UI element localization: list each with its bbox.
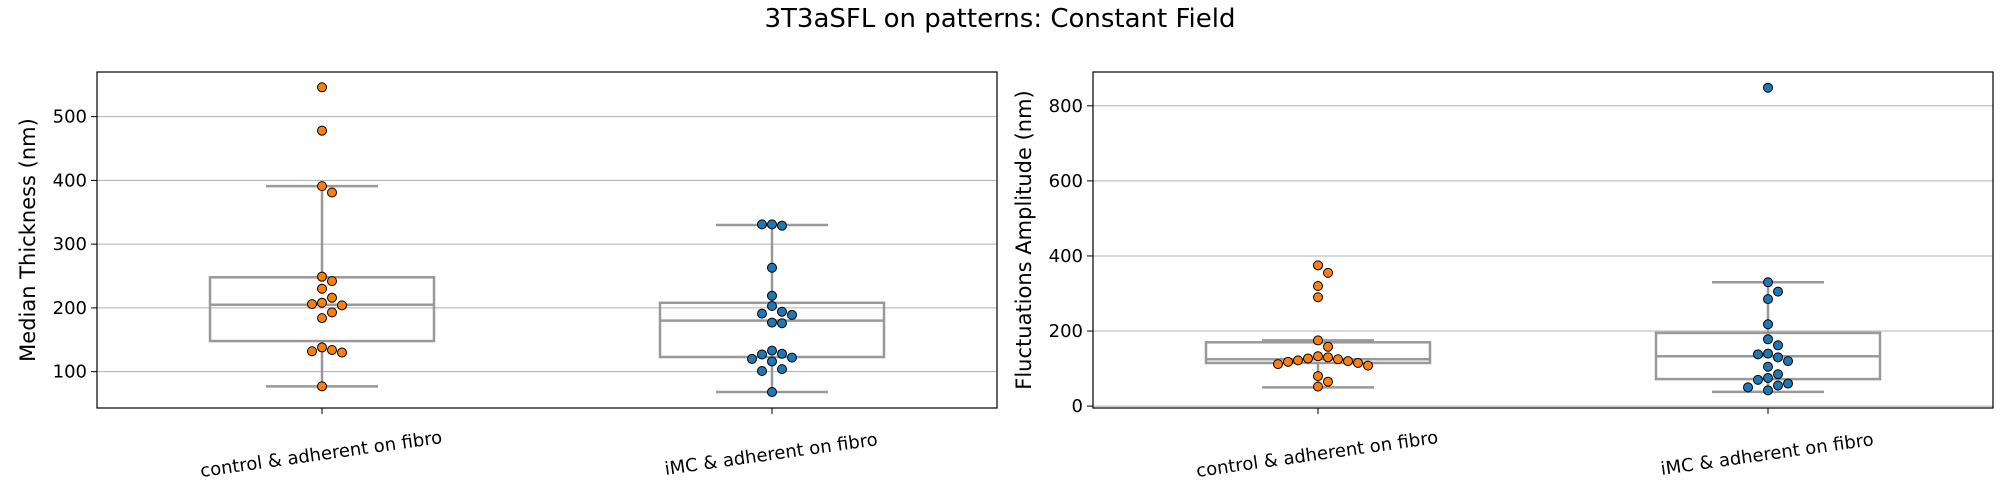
data-point	[1313, 381, 1323, 392]
data-point	[1773, 352, 1783, 363]
data-point	[1763, 385, 1773, 396]
data-point	[757, 308, 767, 319]
y-tick-label: 400	[1049, 246, 1083, 267]
data-point	[317, 381, 327, 392]
y-tick-label: 300	[53, 234, 87, 255]
data-point	[1773, 340, 1783, 351]
data-point	[1363, 360, 1373, 371]
data-point	[1773, 369, 1783, 380]
y-tick-label: 100	[53, 362, 87, 383]
data-point	[1763, 277, 1773, 288]
y-axis-label: Median Thickness (nm)	[16, 118, 40, 362]
data-point	[1353, 357, 1363, 368]
data-point	[1753, 349, 1763, 360]
data-point	[767, 300, 777, 311]
data-point	[1313, 280, 1323, 291]
data-point	[757, 349, 767, 360]
y-tick-label: 0	[1072, 396, 1083, 417]
data-point	[1763, 361, 1773, 372]
data-point	[1313, 335, 1323, 346]
data-point	[1763, 319, 1773, 330]
data-point	[757, 219, 767, 230]
data-point	[1773, 286, 1783, 297]
data-point	[337, 347, 347, 358]
x-tick-label: iMC & adherent on fibro	[1659, 429, 1875, 480]
data-point	[317, 283, 327, 294]
data-point	[317, 342, 327, 353]
data-point	[307, 299, 317, 310]
data-point	[777, 306, 787, 317]
data-point	[327, 276, 337, 287]
data-point	[767, 356, 777, 367]
data-point	[1763, 372, 1773, 383]
data-point	[1313, 260, 1323, 271]
x-tick-label: control & adherent on fibro	[1195, 427, 1440, 482]
data-point	[1763, 334, 1773, 345]
data-point	[1303, 353, 1313, 364]
data-point	[327, 307, 337, 318]
data-point	[767, 262, 777, 273]
data-point	[317, 125, 327, 136]
data-point	[1763, 82, 1773, 93]
data-point	[1323, 267, 1333, 278]
y-tick-label: 600	[1049, 171, 1083, 192]
data-point	[767, 219, 777, 230]
x-tick-label: control & adherent on fibro	[199, 427, 444, 482]
data-point	[1313, 292, 1323, 303]
data-point	[317, 181, 327, 192]
data-point	[1313, 371, 1323, 382]
data-point	[787, 352, 797, 363]
data-point	[1743, 382, 1753, 393]
data-point	[307, 346, 317, 357]
data-point	[317, 313, 327, 324]
y-axis-label: Fluctuations Amplitude (nm)	[1012, 90, 1036, 389]
data-point	[1783, 378, 1793, 389]
data-point	[767, 290, 777, 301]
data-point	[327, 292, 337, 303]
data-point	[1323, 352, 1333, 363]
data-point	[1283, 356, 1293, 367]
chart-panel-2: 0 200 400 600 800 Fluctuations Amplitude (nm)…	[1012, 71, 1994, 482]
data-point	[1773, 380, 1783, 391]
axes-frame	[1092, 71, 1994, 409]
data-point	[757, 366, 767, 377]
data-point	[787, 309, 797, 320]
data-point	[777, 318, 787, 329]
chart-panel-1: 100 200 300 400 500 Median Thickness (nm) cont…	[16, 71, 998, 482]
data-point	[1343, 356, 1353, 367]
data-point	[767, 387, 777, 398]
figure-title: 3T3aSFL on patterns: Constant Field	[764, 4, 1236, 34]
data-point	[1323, 341, 1333, 352]
data-point	[337, 300, 347, 311]
data-point	[317, 297, 327, 308]
data-point	[1763, 348, 1773, 359]
data-point	[1313, 351, 1323, 362]
y-tick-label: 800	[1049, 96, 1083, 117]
data-point	[1783, 356, 1793, 367]
data-point	[1763, 294, 1773, 305]
data-point	[1323, 376, 1333, 387]
data-point	[327, 344, 337, 355]
y-tick-label: 400	[53, 170, 87, 191]
data-point	[777, 348, 787, 359]
y-tick-label: 200	[1049, 321, 1083, 342]
data-point	[1273, 359, 1283, 370]
data-point	[317, 82, 327, 93]
data-point	[1333, 354, 1343, 365]
y-tick-label: 200	[53, 298, 87, 319]
data-point	[777, 364, 787, 375]
data-point	[777, 220, 787, 231]
data-point	[767, 345, 777, 356]
data-point	[1293, 355, 1303, 366]
x-tick-label: iMC & adherent on fibro	[663, 429, 879, 480]
data-point	[317, 271, 327, 282]
data-point	[327, 187, 337, 198]
y-tick-label: 500	[53, 107, 87, 128]
axes-frame	[96, 71, 998, 409]
data-point	[1753, 374, 1763, 385]
data-point	[747, 353, 757, 364]
data-point	[767, 317, 777, 328]
